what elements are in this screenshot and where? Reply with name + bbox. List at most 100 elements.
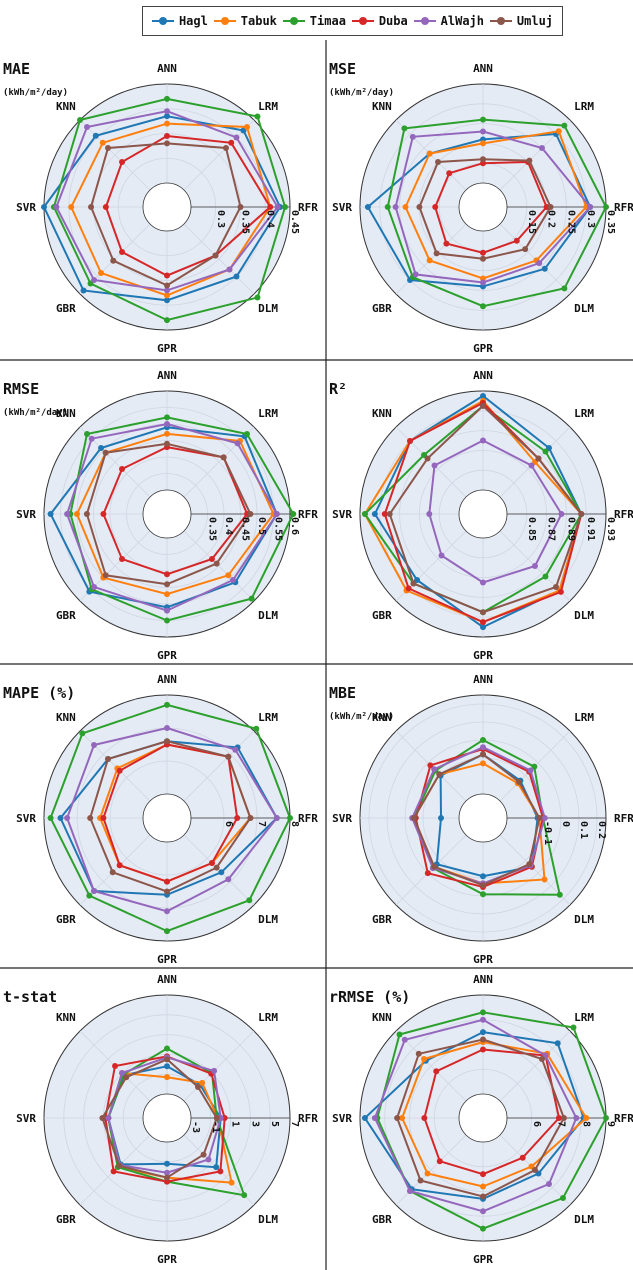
series-point [361, 511, 368, 517]
panel-title: MSE [329, 60, 357, 78]
radial-tick-label: 0.1 [578, 821, 589, 839]
category-label-knn: KNN [56, 100, 76, 113]
series-point [526, 157, 533, 164]
series-point [513, 237, 520, 244]
series-point [164, 1056, 170, 1063]
legend-label: AlWajh [440, 14, 484, 28]
series-point [480, 279, 486, 286]
series-point [545, 1180, 552, 1187]
series-point [99, 139, 106, 146]
series-point [233, 134, 240, 141]
series-point [274, 204, 281, 210]
category-label-knn: KNN [56, 711, 76, 724]
radial-tick-label: 6 [223, 821, 234, 827]
series-point [164, 282, 170, 289]
panel-title: MBE [329, 684, 357, 702]
series-point [83, 511, 90, 517]
series-point [119, 555, 126, 562]
series-point [287, 815, 293, 821]
radial-tick-label: 0 [560, 821, 571, 827]
series-point [381, 511, 388, 517]
category-label-gpr: GPR [473, 1253, 493, 1266]
panel-title: R² [329, 380, 348, 398]
radial-tick-label: 0.87 [546, 517, 557, 541]
series-point [57, 815, 64, 821]
series-point [371, 1115, 378, 1121]
series-point [371, 511, 378, 517]
series-point [433, 250, 440, 257]
category-label-gpr: GPR [473, 342, 493, 355]
category-label-rfr: RFR [614, 201, 633, 214]
radial-tick-label: 0.15 [526, 210, 537, 234]
series-point [394, 1115, 401, 1121]
series-point [558, 511, 565, 517]
panel-title: MAE [3, 60, 31, 78]
series-point [213, 1164, 220, 1171]
series-point [100, 815, 107, 821]
series-point [290, 511, 297, 517]
series-point [267, 204, 274, 210]
radial-tick-label: 0.3 [585, 210, 596, 228]
series-point [436, 771, 443, 778]
series-point [164, 414, 170, 421]
series-point [480, 255, 486, 262]
grid-spoke [395, 1030, 467, 1102]
category-label-knn: KNN [372, 711, 392, 724]
series-point [480, 744, 486, 751]
series-point [53, 204, 60, 210]
category-label-knn: KNN [56, 1011, 76, 1024]
grid-spoke [79, 834, 151, 906]
panel-title: t-stat [3, 988, 58, 1006]
series-point [164, 113, 170, 120]
series-point [573, 1115, 580, 1121]
legend-label: Hagl [178, 14, 208, 28]
series-point [164, 607, 170, 614]
series-point [480, 140, 486, 147]
category-label-dlm: DLM [258, 302, 278, 315]
legend-label: Umluj [516, 14, 554, 28]
series-point [91, 583, 98, 590]
series-point [234, 815, 241, 821]
series-point [225, 876, 232, 883]
series-point [438, 552, 445, 559]
series-point [402, 204, 409, 210]
legend: Hagl Tabuk Timaa Duba AlWajh Umluj [142, 6, 563, 36]
series-point [47, 511, 54, 517]
series-point [164, 272, 170, 279]
legend-label: Duba [378, 14, 408, 28]
radial-tick-label: 8 [580, 1121, 591, 1127]
series-point [426, 511, 433, 517]
series-point [208, 555, 215, 562]
grid-spoke [183, 1030, 255, 1102]
series-point [531, 1166, 538, 1173]
category-label-svr: SVR [332, 1112, 352, 1125]
panel-title: MAPE (%) [3, 684, 76, 702]
series-point [164, 287, 170, 294]
series-point [254, 294, 261, 301]
category-label-lrm: LRM [574, 407, 594, 420]
series-point [119, 248, 126, 255]
grid-spoke [79, 730, 151, 802]
series-point [405, 585, 412, 592]
series-point [164, 888, 170, 895]
series-point [570, 1024, 577, 1031]
series-point [480, 1225, 486, 1232]
category-label-gbr: GBR [56, 302, 76, 315]
series-point [557, 588, 564, 595]
category-label-svr: SVR [332, 812, 352, 825]
series-point [480, 128, 486, 135]
series-point [480, 1016, 486, 1023]
series-point [531, 763, 538, 770]
series-point [421, 1056, 428, 1063]
series-point [578, 511, 585, 517]
series-point [164, 120, 170, 127]
center-hole [142, 489, 192, 539]
series-point [199, 1079, 206, 1086]
series-point [99, 1115, 106, 1121]
series-point [536, 260, 543, 267]
series-point [116, 1162, 123, 1169]
category-label-rfr: RFR [298, 201, 318, 214]
category-label-dlm: DLM [574, 1213, 594, 1226]
series-point [226, 266, 233, 273]
